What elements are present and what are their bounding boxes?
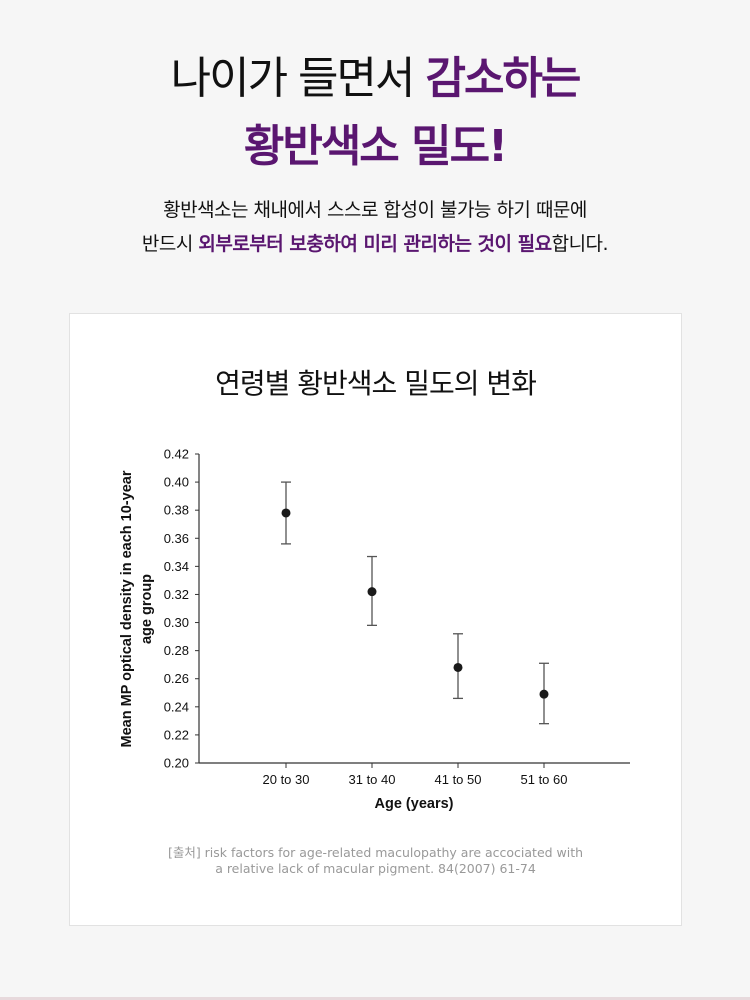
y-axis-label-line1: Mean MP optical density in each 10-year — [119, 470, 135, 747]
y-tick-label: 0.36 — [164, 531, 189, 546]
headline-line1: 나이가 들면서 감소하는 — [0, 42, 750, 106]
x-axis-label: Age (years) — [375, 796, 454, 812]
data-point — [539, 689, 549, 699]
subtext-bold: 외부로부터 보충하여 미리 관리하는 것이 필요 — [198, 233, 552, 255]
y-tick-label: 0.24 — [164, 699, 189, 714]
subtext-pre: 반드시 — [141, 233, 199, 255]
y-tick-label: 0.40 — [164, 475, 189, 490]
chart-title: 연령별 황반색소 밀도의 변화 — [215, 367, 537, 400]
x-tick-label: 20 to 30 — [263, 772, 310, 787]
y-tick-label: 0.38 — [164, 503, 189, 518]
x-tick-label: 41 to 50 — [435, 772, 482, 787]
chart-card — [69, 313, 682, 926]
y-tick-label: 0.22 — [164, 727, 189, 742]
y-tick-label: 0.20 — [164, 756, 189, 771]
x-tick-label: 51 to 60 — [521, 772, 568, 787]
subtext-line1: 황반색소는 채내에서 스스로 합성이 불가능 하기 때문에 — [163, 199, 587, 221]
subtext-line2: 반드시 외부로부터 보충하여 미리 관리하는 것이 필요합니다. — [0, 229, 750, 256]
data-point — [281, 508, 291, 518]
data-point — [367, 587, 377, 597]
y-tick-label: 0.26 — [164, 671, 189, 686]
bottom-divider — [0, 997, 750, 1000]
source-line1: [출처] risk factors for age-related maculo… — [167, 845, 584, 860]
y-tick-label: 0.34 — [164, 559, 189, 574]
y-tick-label: 0.32 — [164, 587, 189, 602]
y-axis-label-line2: age group — [139, 574, 155, 644]
headline-accent: 감소하는 — [425, 53, 581, 104]
y-tick-label: 0.28 — [164, 643, 189, 658]
subtext-post: 합니다. — [551, 233, 609, 255]
source-line2: a relative lack of macular pigment. 84(2… — [215, 861, 536, 876]
headline-normal: 나이가 들면서 — [170, 53, 426, 104]
y-tick-label: 0.30 — [164, 615, 189, 630]
y-tick-label: 0.42 — [164, 447, 189, 462]
headline-line2: 황반색소 밀도! — [243, 121, 508, 172]
x-tick-label: 31 to 40 — [349, 772, 396, 787]
data-point — [453, 662, 463, 672]
